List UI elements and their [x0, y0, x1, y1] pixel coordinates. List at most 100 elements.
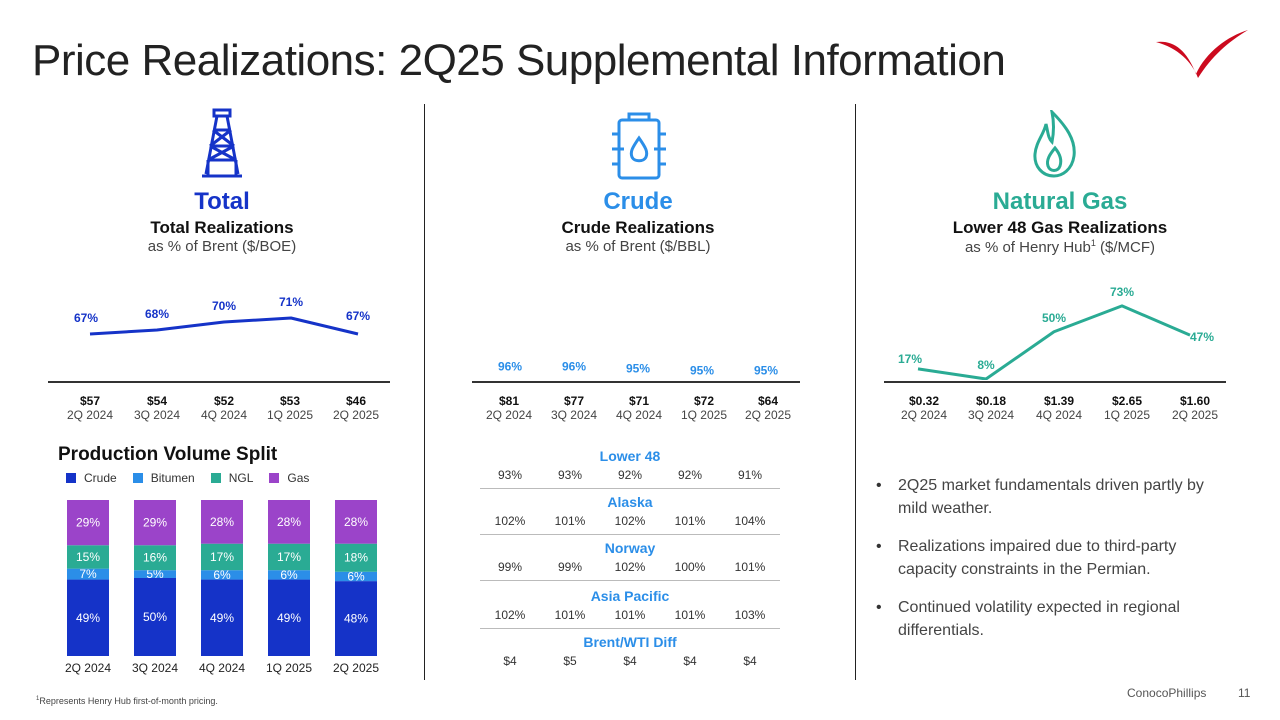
region-value: 101% — [554, 608, 586, 622]
region-value: 101% — [554, 514, 586, 528]
bar-segment-crude — [268, 579, 310, 656]
crude-x-label: $72 1Q 2025 — [680, 394, 728, 422]
bar-segment-bitumen — [335, 571, 377, 582]
region-value: 99% — [557, 560, 583, 574]
region-divider — [480, 488, 780, 489]
bar-segment-ngl — [268, 543, 310, 571]
total-header: Total Total Realizations as % of Brent (… — [32, 188, 412, 255]
bar-label: 16% — [143, 551, 167, 565]
gas-header: Natural Gas Lower 48 Gas Realizations as… — [870, 188, 1250, 256]
data-label: 71% — [279, 295, 303, 309]
crude-x-label: $81 2Q 2024 — [485, 394, 533, 422]
bar-label: 6% — [280, 568, 298, 582]
data-label: 70% — [212, 299, 236, 313]
conocophillips-logo-icon — [1156, 30, 1248, 78]
bar-label: 28% — [210, 515, 234, 529]
bar-segment-bitumen — [268, 570, 310, 580]
region-name: Asia Pacific — [590, 588, 670, 604]
bar-label: 17% — [210, 550, 234, 564]
gas-category-title: Natural Gas — [992, 188, 1128, 215]
total-category-title: Total — [194, 188, 250, 215]
region-value: $5 — [563, 654, 577, 668]
total-axis-line — [48, 381, 390, 383]
region-norway: Norway 99% 99% 102% 100% 101% — [480, 540, 780, 581]
data-label: 68% — [145, 307, 169, 321]
series-line — [89, 316, 359, 336]
data-label: 67% — [74, 311, 98, 325]
region-value: $4 — [503, 654, 517, 668]
region-value: 101% — [674, 514, 706, 528]
region-brent-wti-diff: Brent/WTI Diff $4 $5 $4 $4 $4 — [480, 634, 780, 674]
bar-label: 28% — [344, 515, 368, 529]
crude-realizations-chart: 96% 96% 95% 95% 95% — [498, 360, 778, 378]
data-label: 50% — [1042, 311, 1066, 325]
total-x-label: $57 2Q 2024 — [66, 394, 114, 422]
bar-segment-ngl — [201, 543, 243, 571]
region-value: 99% — [497, 560, 523, 574]
region-value: 92% — [677, 468, 703, 482]
total-unit: as % of Brent ($/BOE) — [147, 238, 297, 255]
region-value: 102% — [614, 560, 646, 574]
bar-label: 50% — [143, 610, 167, 624]
total-x-label: $52 4Q 2024 — [200, 394, 248, 422]
gas-axis-line — [884, 381, 1226, 383]
column-divider-right — [855, 104, 856, 680]
bar-label: 6% — [347, 569, 365, 583]
region-divider — [480, 580, 780, 581]
bar-segment-gas — [201, 500, 243, 544]
region-value: 101% — [734, 560, 766, 574]
total-x-label: $53 1Q 2025 — [266, 394, 314, 422]
region-name: Brent/WTI Diff — [583, 634, 677, 650]
bar-label: 5% — [146, 567, 164, 581]
bar-label: 7% — [79, 567, 97, 581]
legend-item-crude: Crude — [66, 471, 117, 485]
bar-label: 15% — [76, 550, 100, 564]
region-value: 100% — [674, 560, 706, 574]
crude-header: Crude Crude Realizations as % of Brent (… — [448, 188, 828, 255]
bullet-item: 2Q25 market fundamentals driven partly b… — [876, 474, 1236, 520]
region-value: 103% — [734, 608, 766, 622]
legend-swatch-gas — [269, 473, 280, 483]
total-realizations-chart: 67% 68% 70% 71% 67% — [74, 295, 370, 336]
crude-x-label: $71 4Q 2024 — [615, 394, 663, 422]
region-name: Norway — [604, 540, 656, 556]
crude-x-label: $77 3Q 2024 — [550, 394, 598, 422]
bar-segment-crude — [134, 578, 176, 656]
region-value: 93% — [497, 468, 523, 482]
data-label: 95% — [626, 362, 650, 376]
bar-label: 6% — [213, 568, 231, 582]
region-value: 101% — [614, 608, 646, 622]
bar-segment-crude — [201, 579, 243, 656]
gas-x-label: $0.32 2Q 2024 — [900, 394, 948, 422]
bar-segment-crude — [335, 581, 377, 656]
bar-label: 28% — [277, 515, 301, 529]
crude-unit: as % of Brent ($/BBL) — [565, 238, 711, 255]
bar-segment-ngl — [335, 543, 377, 572]
crude-axis-line — [472, 381, 800, 383]
production-title: Production Volume Split — [58, 444, 278, 465]
x-tick-label: 1Q 2025 — [266, 661, 312, 675]
data-label: 95% — [754, 364, 778, 378]
region-value: 102% — [494, 514, 526, 528]
region-name: Alaska — [607, 494, 653, 510]
bar-segment-crude — [67, 579, 109, 656]
bullet-item: Realizations impaired due to third-party… — [876, 535, 1236, 581]
data-label: 47% — [1190, 330, 1214, 344]
data-label: 96% — [498, 360, 522, 374]
legend-swatch-ngl — [210, 473, 221, 483]
page-number: 11 — [1238, 686, 1251, 700]
data-label: 95% — [690, 364, 714, 378]
bar-segment-bitumen — [67, 568, 109, 580]
region-value: 101% — [674, 608, 706, 622]
bar-segment-gas — [268, 500, 310, 544]
gas-x-label: $1.60 2Q 2025 — [1171, 394, 1219, 422]
region-value: $4 — [623, 654, 637, 668]
bar-segment-gas — [67, 500, 109, 546]
region-value: $4 — [683, 654, 697, 668]
bar-label: 49% — [210, 611, 234, 625]
data-label: 67% — [346, 309, 370, 323]
legend-swatch-crude — [66, 473, 76, 483]
bar-label: 17% — [277, 550, 301, 564]
bar-segment-ngl — [67, 545, 109, 569]
legend-swatch-bitumen — [132, 473, 143, 483]
